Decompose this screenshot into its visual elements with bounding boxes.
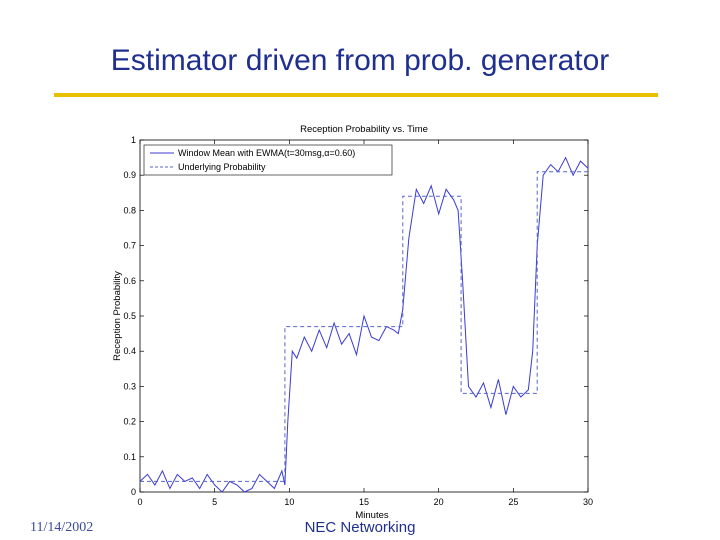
footer-org: NEC Networking (304, 519, 416, 536)
y-tick-label: 1 (131, 135, 136, 145)
y-tick-label: 0.2 (123, 417, 136, 427)
chart-title: Reception Probability vs. Time (300, 124, 428, 135)
y-axis-label: Reception Probability (112, 271, 123, 361)
x-tick-label: 20 (434, 497, 444, 507)
title-divider (54, 93, 658, 97)
y-tick-label: 0.8 (123, 205, 136, 215)
y-tick-label: 0 (131, 487, 136, 497)
x-axis-label: Minutes (355, 510, 389, 521)
x-tick-label: 15 (359, 497, 369, 507)
x-tick-label: 30 (583, 497, 593, 507)
y-tick-label: 0.9 (123, 170, 136, 180)
series-line-window-mean (139, 156, 589, 493)
legend: Window Mean with EWMA(t=30msg,α=0.60) Un… (143, 144, 393, 176)
y-tick-label: 0.5 (123, 311, 136, 321)
x-tick-label: 0 (137, 497, 142, 507)
x-tick-label: 10 (284, 497, 294, 507)
y-tick-label: 0.4 (123, 346, 136, 356)
series-line-underlying-probability (140, 171, 588, 482)
y-tick-label: 0.3 (123, 381, 136, 391)
x-tick-label: 5 (212, 497, 217, 507)
y-tick-label: 0.6 (123, 276, 136, 286)
y-tick-label: 0.1 (123, 452, 136, 462)
legend-label-window-mean: Window Mean with EWMA(t=30msg,α=0.60) (178, 148, 355, 158)
slide-title: Estimator driven from prob. generator (110, 44, 610, 77)
axis-ticks: 0 5 10 15 20 25 30 0 0.1 0.2 0.3 0.4 0.5 0.6 0.7 0.8 0.9… (123, 135, 593, 507)
series-lines (139, 156, 589, 493)
x-tick-label: 25 (508, 497, 518, 507)
y-tick-label: 0.7 (123, 241, 136, 251)
footer-date: 11/14/2002 (30, 520, 94, 535)
legend-box (143, 144, 393, 176)
legend-label-underlying-probability: Underlying Probability (178, 162, 266, 172)
